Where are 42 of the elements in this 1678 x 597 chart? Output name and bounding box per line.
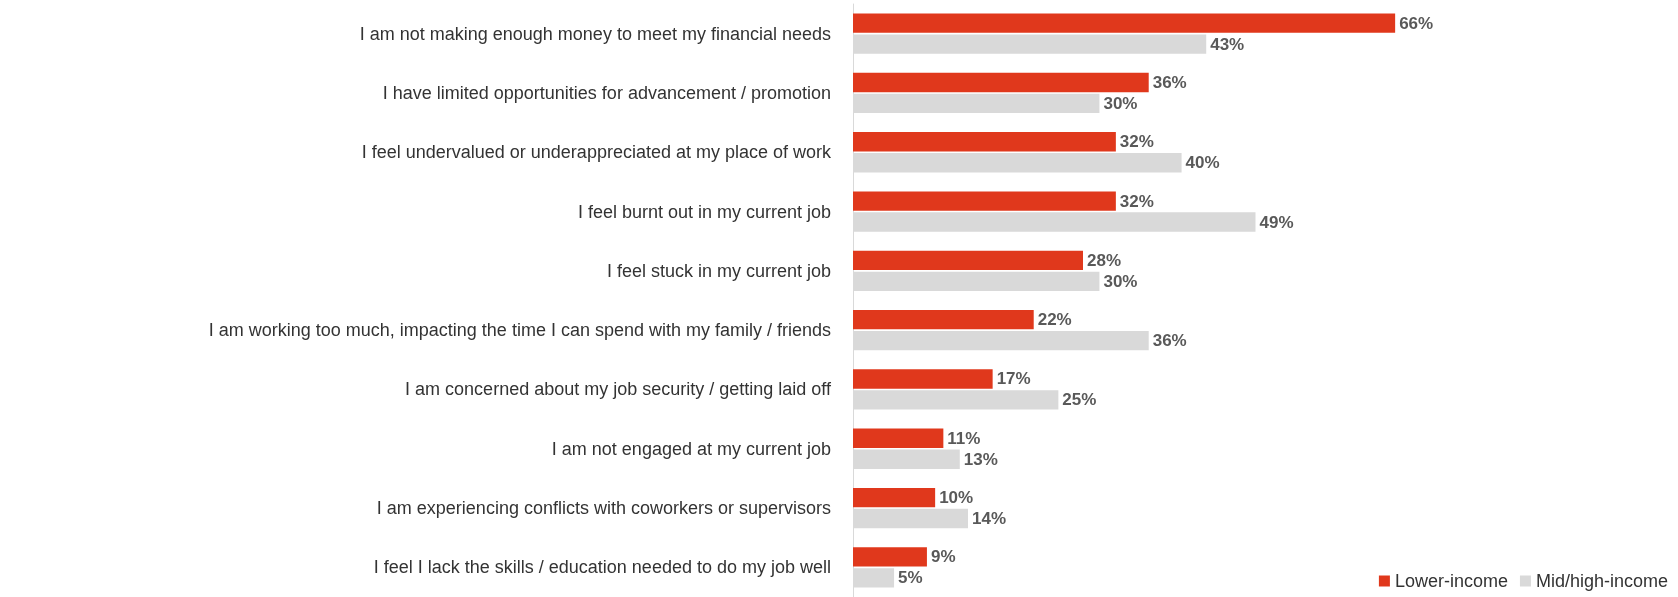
legend-label: Mid/high-income [1535,571,1669,591]
bar [853,191,1116,211]
data-label: 22% [1037,310,1072,330]
bar [853,309,1034,330]
y-tick-label: I am experiencing conflicts with coworkers or supervisors [376,498,831,519]
data-label: 30% [1103,271,1138,291]
data-label: 25% [1062,390,1097,410]
data-label: 40% [1185,153,1220,173]
data-label: 36% [1152,72,1187,92]
bar [853,547,927,567]
data-label: 32% [1119,191,1154,211]
y-tick-label: I have limited opportunities for advancement / promotion [382,82,831,103]
data-label: 36% [1152,331,1187,351]
y-tick-label: I feel burnt out in my current job [577,201,831,222]
y-tick-label: I am not making enough money to meet my financial needs [359,23,831,44]
data-label: 66% [1399,13,1434,33]
data-label: 10% [939,488,974,508]
bar [853,487,936,508]
legend-label: Lower-income [1394,571,1508,591]
data-label: 43% [1210,34,1245,54]
y-tick-label: I feel undervalued or underappreciated at my place of work [361,142,832,163]
data-label: 30% [1103,93,1138,113]
bar [853,250,1083,271]
bar [853,369,993,389]
data-label: 17% [996,369,1031,389]
data-label: 5% [898,568,923,588]
bar [853,132,1116,152]
y-tick-label: I feel stuck in my current job [606,260,831,281]
data-label: 32% [1119,132,1154,152]
data-label: 13% [963,449,998,469]
bar [853,428,944,448]
y-tick-label: I am not engaged at my current job [551,438,831,459]
y-tick-label: I feel I lack the skills / education needed to do my job well [373,557,831,578]
y-tick-label: I am concerned about my job security / getting laid off [405,379,832,400]
data-label: 49% [1259,212,1294,232]
data-label: 14% [972,509,1007,529]
data-label: 28% [1087,250,1122,270]
data-label: 11% [947,428,981,448]
bar [853,13,1396,33]
bar [853,72,1149,93]
y-tick-label: I am working too much, impacting the time I can spend with my family / friends [208,320,831,341]
data-label: 9% [930,547,956,567]
